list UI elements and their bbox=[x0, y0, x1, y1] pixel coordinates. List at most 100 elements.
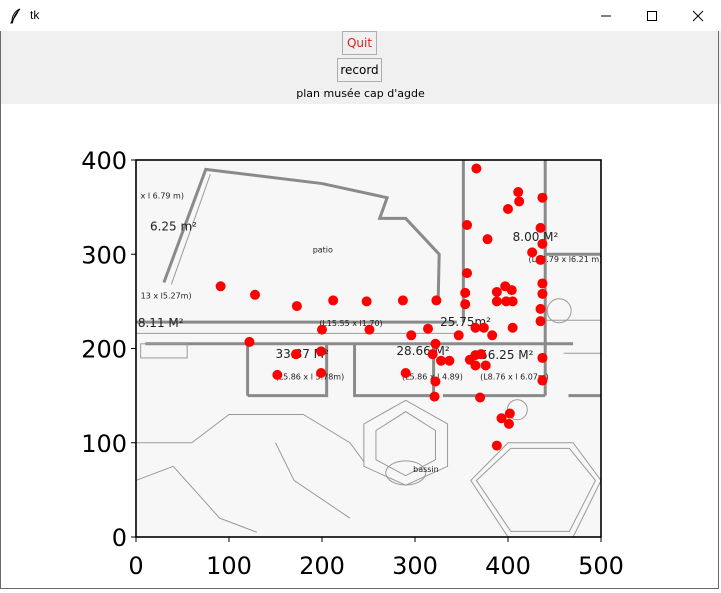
y-tick-label: 300 bbox=[81, 241, 127, 269]
scatter-chart: 6.25 m² x l 6.79 m) patio 13 x l5.27m) 8.11 … bbox=[81, 147, 624, 580]
room-wall-3 bbox=[353, 343, 436, 398]
room-label: 13 x l5.27m) bbox=[141, 292, 192, 301]
minimize-icon bbox=[601, 15, 611, 16]
floorplan-image bbox=[135, 160, 602, 538]
data-point bbox=[423, 323, 434, 334]
octagon-room-inner bbox=[475, 447, 597, 532]
data-point bbox=[476, 349, 487, 360]
data-point bbox=[291, 301, 302, 312]
data-point bbox=[429, 391, 440, 402]
data-point bbox=[470, 360, 481, 371]
data-point bbox=[475, 392, 486, 403]
data-point bbox=[537, 288, 548, 299]
data-point bbox=[250, 289, 261, 300]
data-point bbox=[431, 295, 442, 306]
room-label: bassin bbox=[413, 465, 439, 474]
maximize-icon bbox=[647, 10, 657, 21]
room-label: (L15.79 x l6.21 m) bbox=[528, 255, 602, 264]
y-tick-label: 200 bbox=[81, 336, 127, 364]
record-button[interactable]: record bbox=[337, 58, 382, 82]
quit-button[interactable]: Quit bbox=[342, 31, 377, 55]
data-point bbox=[491, 286, 502, 297]
room-label: 56.25 M² bbox=[480, 348, 534, 362]
floorplan-labels: 6.25 m² x l 6.79 m) patio 13 x l5.27m) 8.11 … bbox=[138, 192, 602, 474]
room-wall-2 bbox=[247, 343, 329, 398]
stair-circle bbox=[546, 298, 572, 324]
data-point bbox=[496, 413, 507, 424]
bassin-hexagon-inner bbox=[375, 411, 436, 477]
data-point bbox=[535, 316, 546, 327]
x-tick-label: 0 bbox=[128, 552, 143, 580]
data-point bbox=[317, 324, 327, 335]
bassin-basin bbox=[385, 460, 427, 486]
chart-points bbox=[215, 163, 548, 451]
feather-icon bbox=[10, 8, 21, 24]
data-point bbox=[527, 247, 538, 258]
data-point bbox=[537, 375, 548, 386]
garden-path-lower bbox=[135, 465, 258, 533]
data-point bbox=[491, 296, 502, 307]
data-point bbox=[462, 268, 473, 279]
data-point bbox=[460, 287, 471, 298]
small-room-left bbox=[140, 343, 188, 359]
garden-path-right bbox=[275, 442, 351, 519]
data-point bbox=[487, 330, 498, 341]
data-point bbox=[470, 322, 481, 333]
close-button[interactable] bbox=[675, 0, 721, 31]
x-tick-label: 500 bbox=[578, 552, 624, 580]
data-point bbox=[514, 196, 525, 207]
data-point bbox=[507, 322, 518, 333]
data-point bbox=[507, 296, 518, 307]
data-point bbox=[436, 355, 447, 366]
room-label: 33.87 M² bbox=[276, 347, 330, 361]
data-point bbox=[482, 234, 493, 245]
data-point bbox=[503, 418, 514, 429]
room-label: patio bbox=[313, 245, 333, 254]
patio-wall bbox=[162, 167, 441, 297]
data-point bbox=[290, 349, 301, 360]
data-point bbox=[430, 338, 441, 349]
data-point bbox=[535, 254, 546, 265]
button-toolbar: Quit record plan musée cap d'agde bbox=[0, 31, 721, 104]
data-point bbox=[328, 295, 339, 306]
data-point bbox=[503, 204, 513, 215]
data-point bbox=[400, 368, 411, 379]
y-tick-label: 0 bbox=[112, 524, 127, 552]
data-point bbox=[316, 368, 327, 379]
data-point bbox=[460, 299, 471, 310]
data-point bbox=[504, 408, 515, 419]
data-point bbox=[537, 238, 548, 249]
x-tick-label: 100 bbox=[206, 552, 252, 580]
data-point bbox=[427, 349, 438, 360]
data-point bbox=[535, 303, 546, 314]
data-point bbox=[537, 278, 548, 289]
y-tick-label: 400 bbox=[81, 147, 127, 175]
data-point bbox=[453, 330, 464, 341]
data-point bbox=[471, 163, 482, 174]
data-point bbox=[272, 369, 283, 380]
room-label: 8.00 M² bbox=[513, 230, 559, 244]
room-label: 8.11 M² bbox=[138, 316, 184, 330]
y-tick-label: 100 bbox=[81, 430, 127, 458]
data-point bbox=[513, 187, 524, 198]
data-point bbox=[361, 296, 372, 307]
floorplan-background bbox=[136, 160, 601, 537]
patio-wall-inner bbox=[170, 173, 211, 285]
maximize-button[interactable] bbox=[629, 0, 675, 31]
data-point bbox=[444, 355, 455, 366]
data-point bbox=[506, 285, 517, 296]
plot-caption: plan musée cap d'agde bbox=[296, 87, 425, 100]
room-label: (L8.76 x l 6.07m) bbox=[480, 373, 549, 382]
minimize-button[interactable] bbox=[583, 0, 629, 31]
plot-canvas[interactable]: 6.25 m² x l 6.79 m) patio 13 x l5.27m) 8.11 … bbox=[0, 104, 719, 588]
close-icon bbox=[692, 10, 704, 21]
data-point bbox=[537, 192, 548, 203]
garden-path-upper bbox=[136, 413, 365, 462]
data-point bbox=[478, 322, 489, 333]
data-point bbox=[244, 336, 255, 347]
x-tick-label: 200 bbox=[299, 552, 345, 580]
room-label: (L15.55 x l1.70) bbox=[319, 319, 382, 328]
x-tick-label: 300 bbox=[392, 552, 438, 580]
data-point bbox=[364, 324, 375, 335]
data-point bbox=[316, 346, 327, 357]
